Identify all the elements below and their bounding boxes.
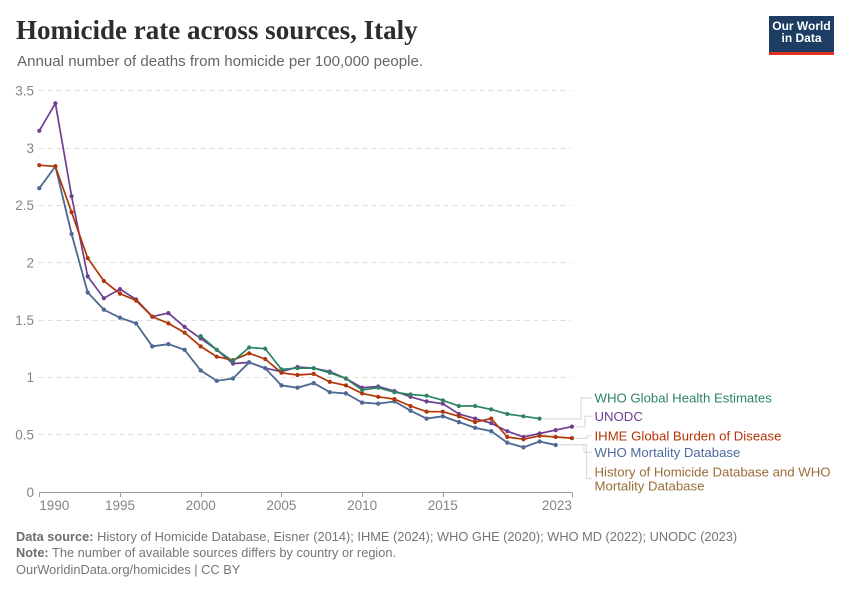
svg-text:1995: 1995 bbox=[105, 498, 135, 513]
svg-text:WHO Global Health Estimates: WHO Global Health Estimates bbox=[595, 391, 773, 406]
svg-text:1: 1 bbox=[26, 370, 34, 385]
svg-text:2023: 2023 bbox=[542, 498, 572, 513]
svg-text:2: 2 bbox=[26, 256, 34, 271]
svg-text:2000: 2000 bbox=[186, 498, 216, 513]
svg-text:2015: 2015 bbox=[428, 498, 458, 513]
svg-text:0: 0 bbox=[26, 485, 34, 500]
svg-text:3: 3 bbox=[26, 141, 34, 156]
svg-text:UNODC: UNODC bbox=[595, 409, 644, 424]
svg-text:2005: 2005 bbox=[266, 498, 296, 513]
svg-text:1.5: 1.5 bbox=[15, 313, 34, 328]
svg-text:0.5: 0.5 bbox=[15, 428, 34, 443]
svg-text:Mortality Database: Mortality Database bbox=[595, 479, 705, 494]
svg-text:History of Homicide Database a: History of Homicide Database and WHO bbox=[595, 465, 831, 480]
svg-text:2010: 2010 bbox=[347, 498, 377, 513]
svg-text:1990: 1990 bbox=[39, 498, 69, 513]
svg-text:IHME Global Burden of Disease: IHME Global Burden of Disease bbox=[595, 428, 782, 443]
svg-text:2.5: 2.5 bbox=[15, 198, 34, 213]
svg-text:3.5: 3.5 bbox=[15, 84, 34, 99]
svg-text:WHO Mortality Database: WHO Mortality Database bbox=[595, 445, 741, 460]
